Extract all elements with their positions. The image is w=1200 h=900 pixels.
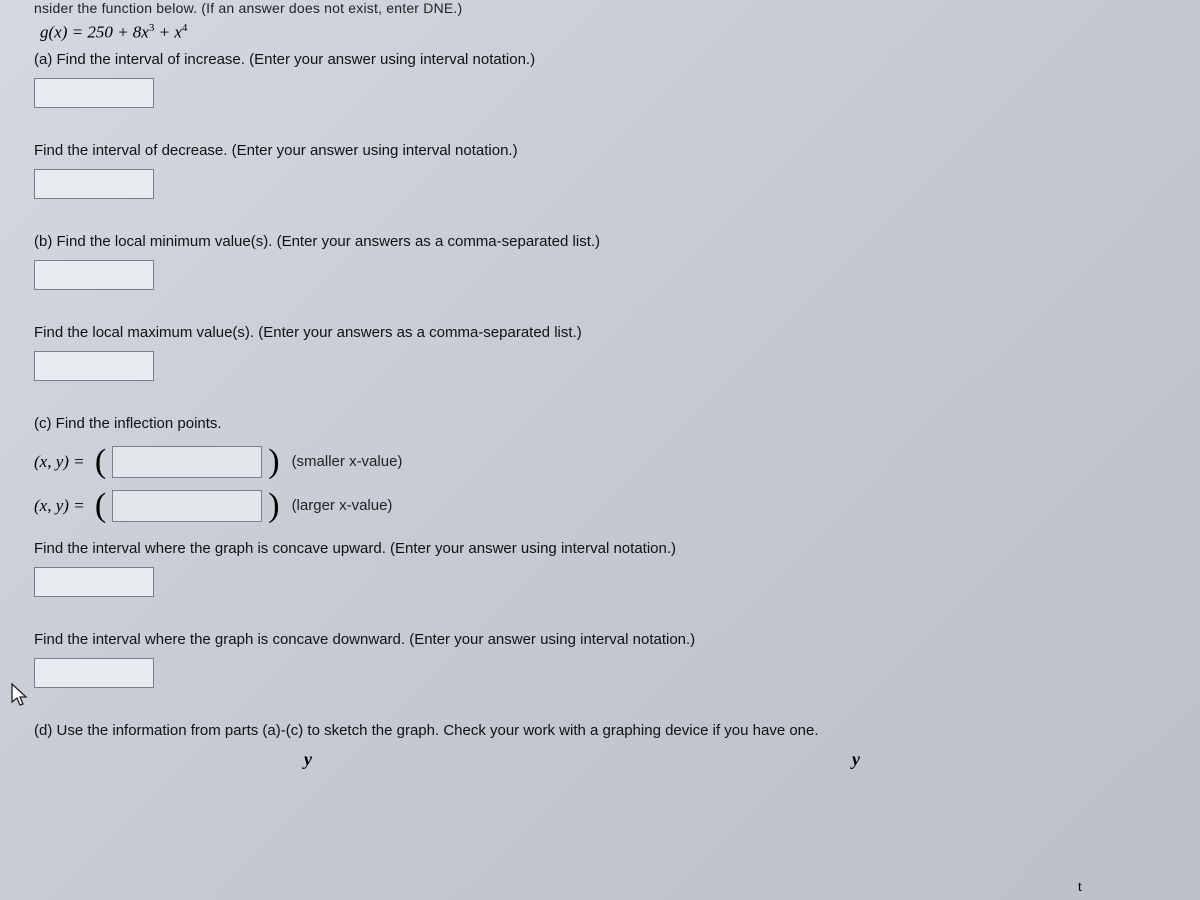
xy-label-1: (x, y) = xyxy=(34,452,89,472)
mouse-cursor-icon xyxy=(10,682,30,708)
inflection-hint-2: (larger x-value) xyxy=(292,497,393,514)
part-a-increase-prompt: (a) Find the interval of increase. (Ente… xyxy=(34,51,1200,68)
inflection-input-2[interactable] xyxy=(112,490,262,522)
y-axis-label-2: y xyxy=(852,749,860,770)
concave-up-input[interactable] xyxy=(34,567,154,597)
part-b-max-input[interactable] xyxy=(34,351,154,381)
open-paren-1: ( xyxy=(95,447,106,477)
part-d-prompt: (d) Use the information from parts (a)-(… xyxy=(34,722,1200,739)
y-axis-label-1: y xyxy=(304,749,312,770)
inflection-point-row-1: (x, y) = ( ) (smaller x-value) xyxy=(34,446,1200,478)
part-c-heading: (c) Find the inflection points. xyxy=(34,415,1200,432)
part-b-max-prompt: Find the local maximum value(s). (Enter … xyxy=(34,324,1200,341)
close-paren-1: ) xyxy=(268,447,279,477)
part-a-decrease-prompt: Find the interval of decrease. (Enter yo… xyxy=(34,142,1200,159)
concave-down-input[interactable] xyxy=(34,658,154,688)
header-truncated: nsider the function below. (If an answer… xyxy=(34,0,1200,16)
part-a-increase-input[interactable] xyxy=(34,78,154,108)
xy-label-2: (x, y) = xyxy=(34,496,89,516)
graph-axis-row: y y xyxy=(34,749,1130,770)
concave-down-prompt: Find the interval where the graph is con… xyxy=(34,631,1200,648)
function-equation: g(x) = 250 + 8x3 + x4 xyxy=(40,22,1200,43)
part-b-min-prompt: (b) Find the local minimum value(s). (En… xyxy=(34,233,1200,250)
inflection-hint-1: (smaller x-value) xyxy=(292,453,403,470)
concave-up-prompt: Find the interval where the graph is con… xyxy=(34,540,1200,557)
open-paren-2: ( xyxy=(95,491,106,521)
part-b-min-input[interactable] xyxy=(34,260,154,290)
close-paren-2: ) xyxy=(268,491,279,521)
t-axis-label: t xyxy=(1078,879,1082,896)
inflection-point-row-2: (x, y) = ( ) (larger x-value) xyxy=(34,490,1200,522)
inflection-input-1[interactable] xyxy=(112,446,262,478)
part-a-decrease-input[interactable] xyxy=(34,169,154,199)
